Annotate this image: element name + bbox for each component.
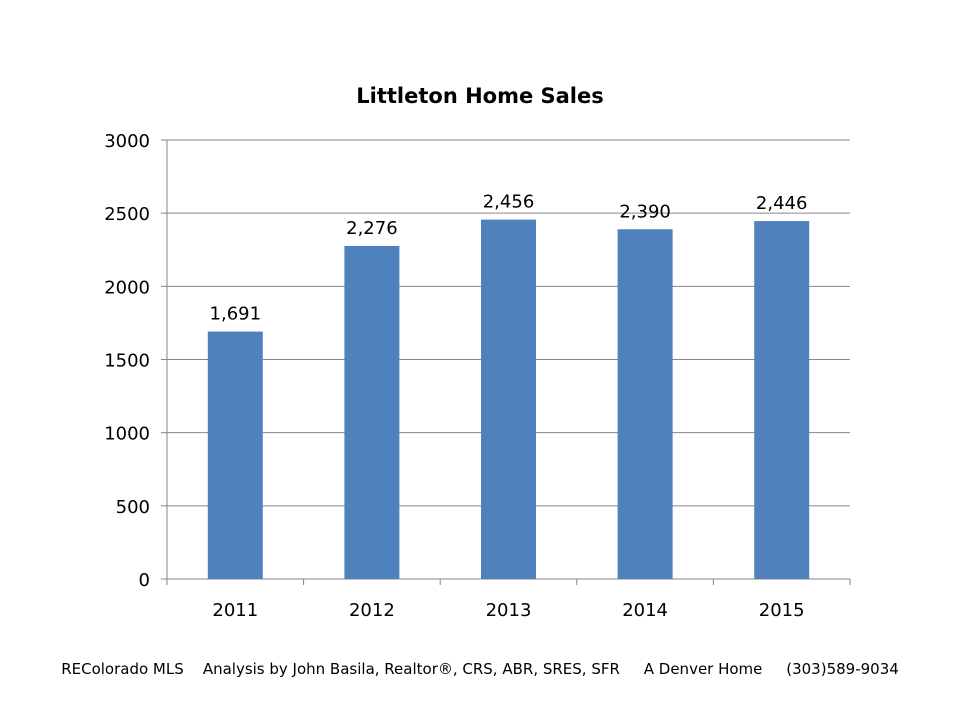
bar-2014	[617, 229, 673, 579]
x-tick-label-2015: 2015	[759, 600, 805, 621]
bar-2015	[754, 221, 810, 579]
data-label-2014: 2,390	[619, 201, 671, 222]
x-tick-label-2013: 2013	[486, 600, 532, 621]
y-tick-label: 2000	[104, 277, 150, 298]
x-tick-label-2012: 2012	[349, 600, 395, 621]
x-tick-label-2014: 2014	[622, 600, 668, 621]
y-tick-label: 2500	[104, 204, 150, 225]
footer-credit: REColorado MLS Analysis by John Basila, …	[61, 660, 899, 678]
data-label-2012: 2,276	[346, 218, 398, 239]
y-tick-label: 1000	[104, 424, 150, 445]
bar-2013	[481, 219, 536, 579]
bar-2012	[344, 245, 400, 580]
data-label-2011: 1,691	[210, 304, 262, 325]
chart-title: Littleton Home Sales	[356, 84, 604, 108]
y-tick-label: 3000	[104, 131, 150, 152]
y-tick-label: 500	[116, 497, 150, 518]
y-tick-label: 0	[139, 570, 150, 591]
bar-2011	[207, 331, 263, 579]
data-label-2015: 2,446	[756, 193, 808, 214]
x-tick-label-2011: 2011	[212, 600, 258, 621]
y-tick-label: 1500	[104, 351, 150, 372]
data-label-2013: 2,456	[483, 192, 535, 213]
